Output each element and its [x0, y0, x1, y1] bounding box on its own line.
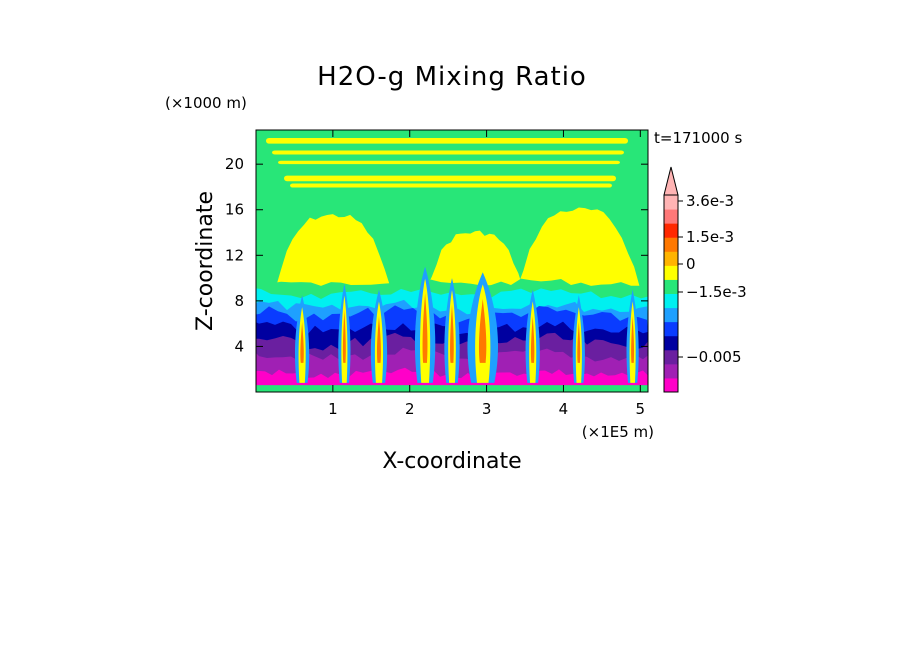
x-tick-label: 4 — [559, 400, 569, 418]
colorbar-swatch — [664, 321, 678, 337]
x-tick-label: 5 — [636, 400, 646, 418]
colorbar-swatch — [664, 363, 678, 379]
colorbar-tick-label: −1.5e-3 — [686, 283, 747, 301]
colorbar-swatch — [664, 265, 678, 280]
y-tick-label: 20 — [225, 155, 244, 173]
x-unit-label: (×1E5 m) — [582, 423, 654, 441]
field-plume-peak — [342, 309, 346, 363]
heatmap-field — [256, 130, 648, 392]
field-streak — [272, 150, 624, 155]
colorbar-swatch — [664, 223, 678, 238]
colorbar-swatch — [664, 349, 678, 365]
y-tick-label: 16 — [225, 201, 244, 219]
chart-title: H2O-g Mixing Ratio — [317, 62, 587, 92]
field-plume-peak — [479, 298, 487, 363]
field-plume-peak — [422, 292, 428, 363]
x-tick-label: 3 — [482, 400, 492, 418]
y-tick-label: 8 — [234, 292, 244, 310]
x-tick-label: 1 — [328, 400, 338, 418]
field-streak — [266, 137, 628, 144]
colorbar-swatch — [664, 279, 678, 294]
y-unit-label: (×1000 m) — [165, 94, 247, 112]
colorbar-tick-label: 0 — [686, 255, 696, 273]
x-tick-label: 2 — [405, 400, 415, 418]
field-plume-peak — [450, 304, 454, 363]
field-plume-peak — [631, 315, 635, 363]
field-surface — [256, 385, 648, 392]
colorbar-swatch — [664, 307, 678, 323]
time-label: t=171000 s — [654, 129, 742, 147]
field-streak — [290, 183, 612, 188]
colorbar-swatch — [664, 195, 678, 210]
x-axis-title: X-coordinate — [382, 449, 521, 474]
colorbar-swatch — [664, 251, 678, 266]
colorbar-swatch — [664, 293, 678, 309]
y-axis: 4 8 12 16 20 — [225, 155, 648, 355]
colorbar-extend — [663, 166, 679, 196]
field-plume-peak — [300, 321, 304, 363]
field-plume-peak — [530, 315, 535, 363]
colorbar-swatch — [664, 209, 678, 224]
field-moist-dome — [517, 207, 641, 301]
field-streak — [284, 175, 616, 182]
y-tick-label: 4 — [234, 337, 244, 355]
colorbar-frame — [663, 194, 679, 393]
colorbar-swatch — [664, 237, 678, 252]
colorbar-swatch — [664, 377, 678, 393]
colorbar: 3.6e-3 1.5e-3 0 −1.5e-3 −0.005 — [663, 166, 747, 393]
colorbar-tick-label: −0.005 — [686, 348, 742, 366]
colorbar-tick-label: 1.5e-3 — [686, 228, 734, 246]
y-axis-title: Z-coordinate — [193, 191, 218, 331]
x-axis: 1 2 3 4 5 — [328, 130, 645, 418]
field-streak — [278, 160, 620, 165]
field-plume-peak — [377, 315, 381, 363]
field-moist-dome — [275, 214, 391, 301]
colorbar-swatch — [664, 335, 678, 351]
colorbar-tick-label: 3.6e-3 — [686, 192, 734, 210]
y-tick-label: 12 — [225, 246, 244, 264]
field-plume-peak — [577, 321, 581, 363]
plot-frame — [255, 129, 649, 393]
